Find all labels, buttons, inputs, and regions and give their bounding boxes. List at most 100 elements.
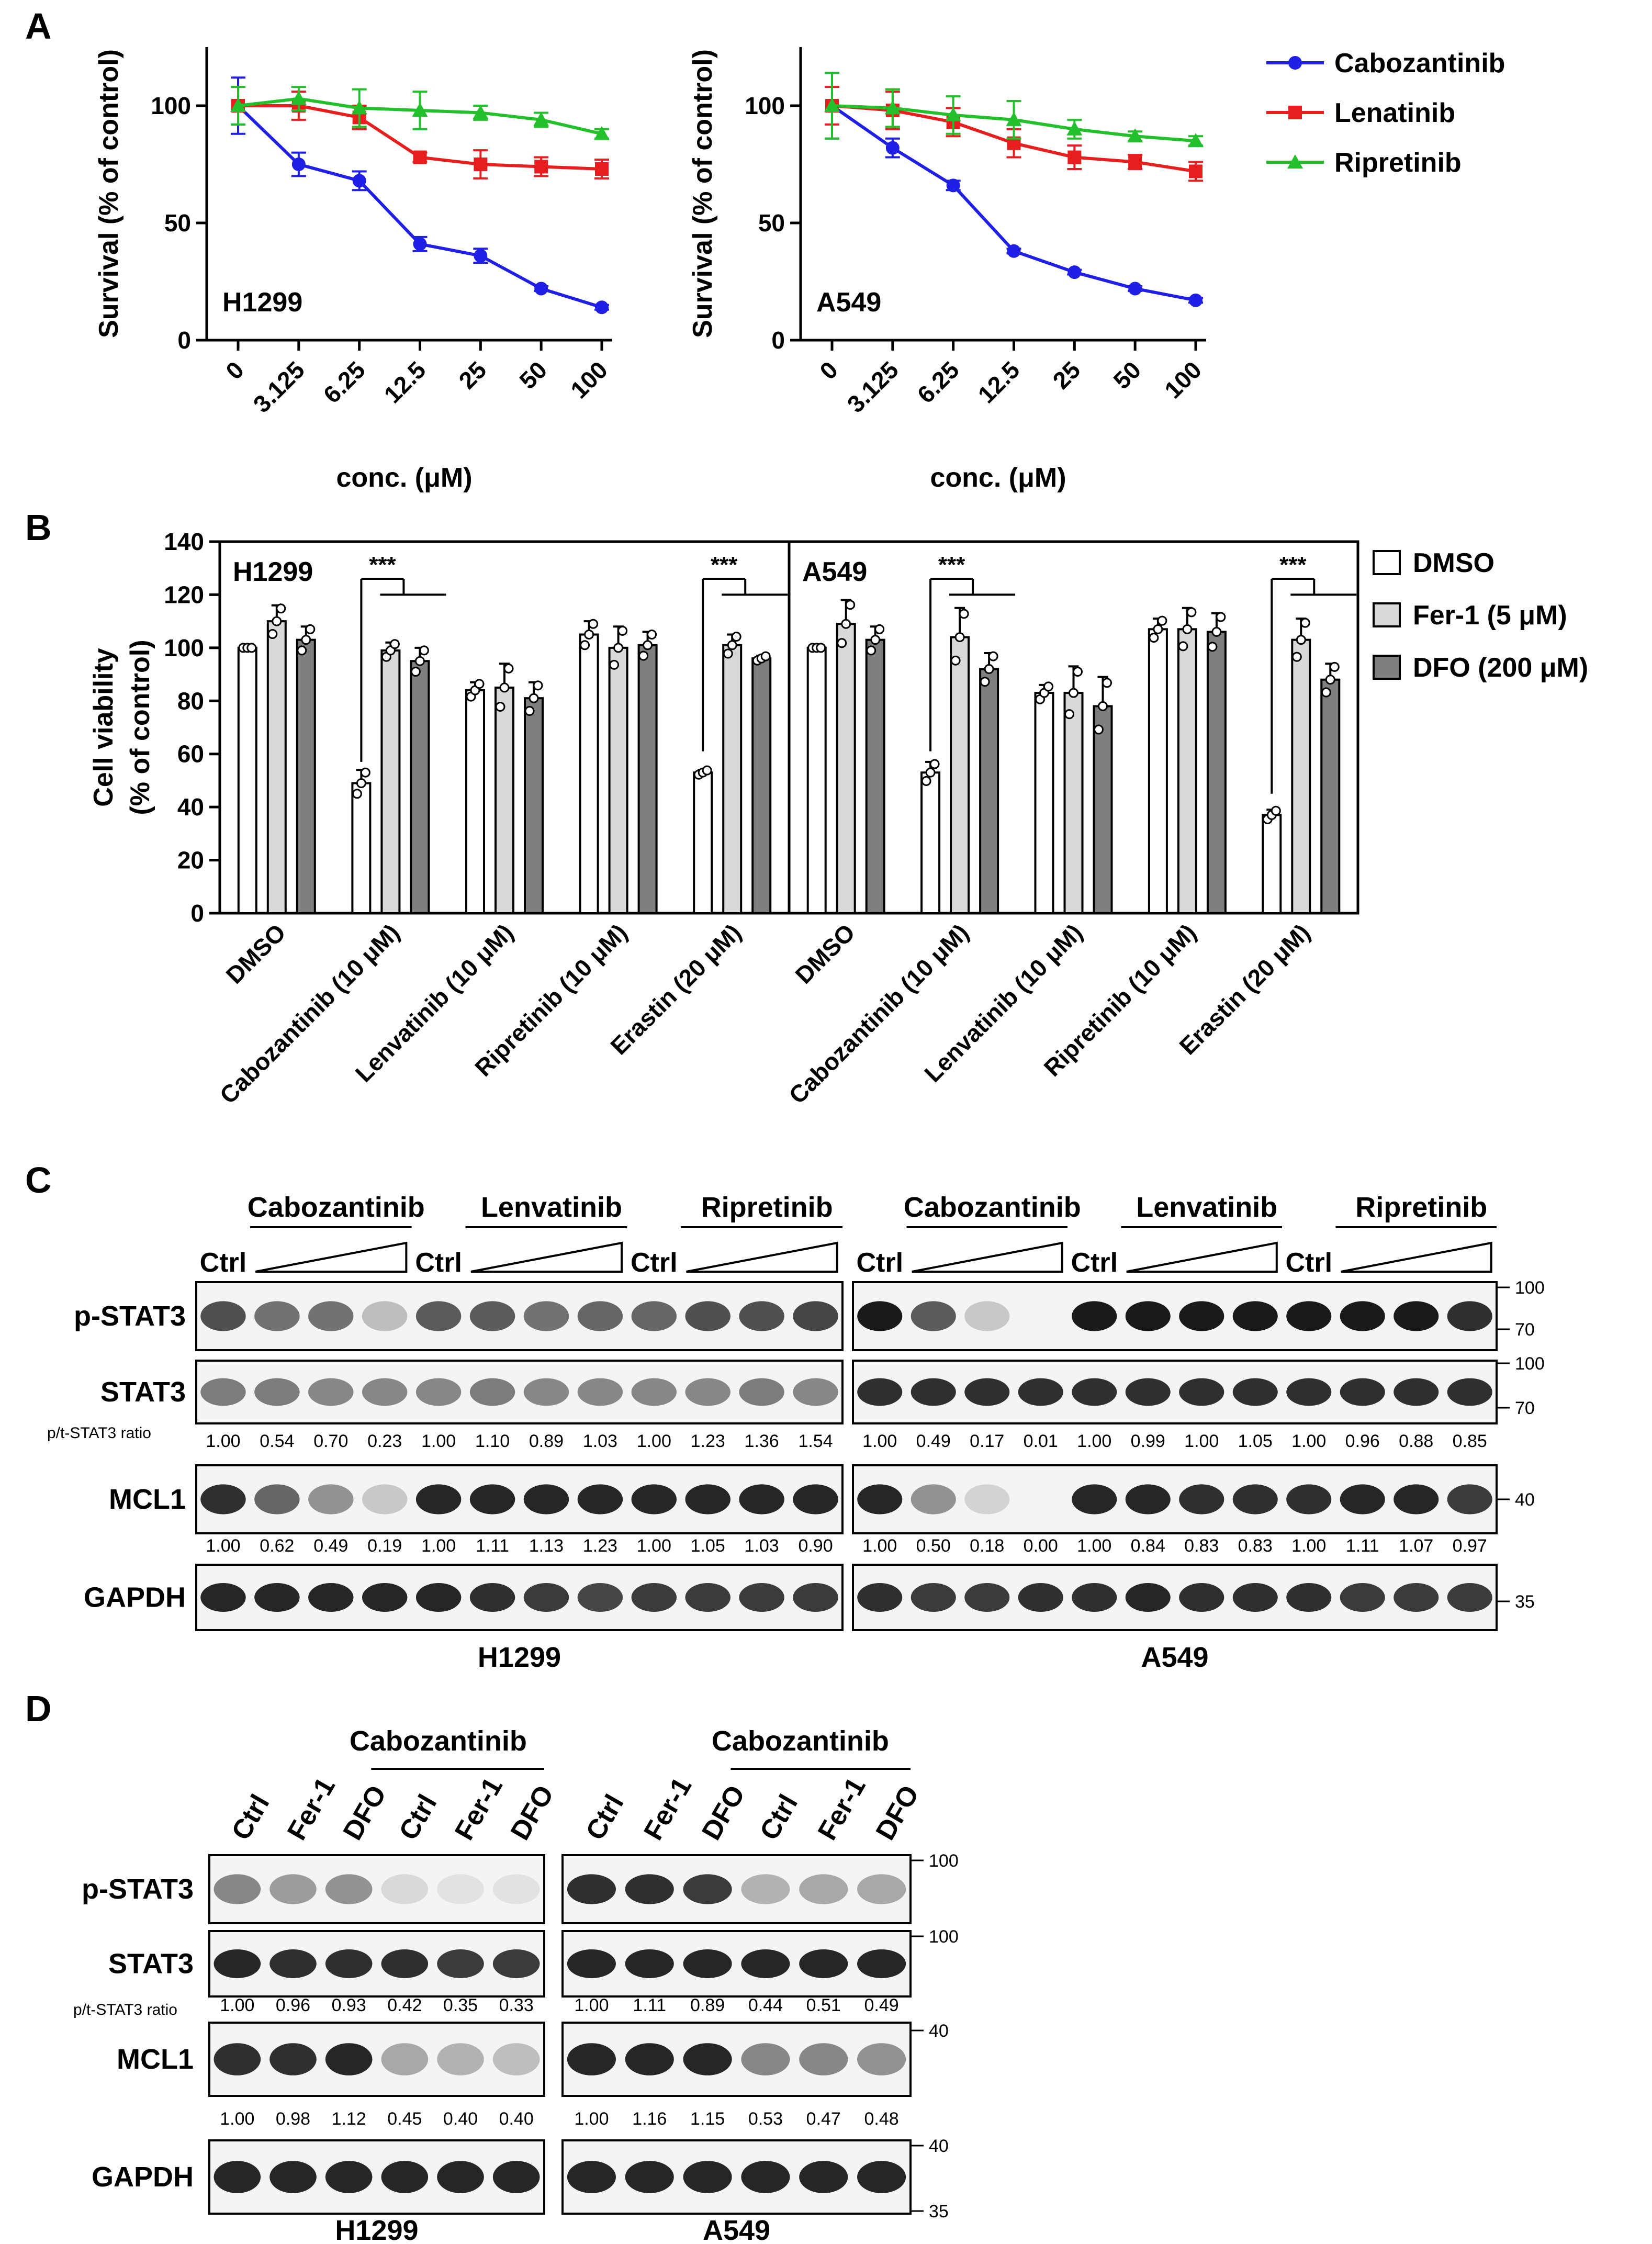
dose-wedge: [912, 1241, 1063, 1273]
replicate-dot: [980, 677, 990, 687]
replicate-dot: [816, 643, 826, 653]
band: [381, 2043, 429, 2075]
band: [254, 1301, 300, 1331]
bar: [1177, 628, 1197, 915]
replicate-dot: [389, 639, 400, 649]
row-label: GAPDH: [84, 1582, 186, 1613]
replicate-dot: [845, 600, 856, 610]
ratio-value: 0.33: [499, 1995, 534, 2015]
replicate-dot: [613, 643, 624, 653]
blot-a549: CabozantinibCtrlLenvatinibCtrlRipretinib…: [852, 1192, 1498, 1673]
band: [469, 1301, 515, 1331]
band: [631, 1301, 677, 1331]
blot-mcl1: [852, 1464, 1498, 1534]
x-axis-title: conc. (μM): [930, 463, 1066, 493]
band: [362, 1301, 408, 1331]
band: [793, 1484, 838, 1514]
y-tick-label: 0: [177, 327, 191, 354]
ratio-value: 0.96: [1345, 1431, 1380, 1451]
blot-frame: [561, 2022, 912, 2097]
legend-label: DMSO: [1413, 548, 1494, 578]
replicate-dot: [474, 679, 485, 689]
mw-label: 35: [929, 2202, 949, 2221]
legend-label: Cabozantinib: [1334, 48, 1505, 78]
blot-stat3: [208, 1930, 545, 1998]
mcl1-value: 0.18: [970, 1536, 1004, 1556]
band: [577, 1583, 623, 1612]
x-tick-label: 3.125: [842, 356, 904, 418]
significance-bracket: ***: [929, 552, 1016, 751]
data-point: [1127, 128, 1143, 143]
panel-label-a: A: [25, 6, 52, 47]
band: [200, 1378, 246, 1406]
mw-markers: 100 100 40 40 35: [911, 1851, 959, 2221]
band: [437, 1874, 484, 1904]
y-tick-label: 100: [745, 92, 785, 119]
band: [1286, 1378, 1332, 1406]
ratio-value: 1.05: [1238, 1431, 1273, 1451]
blot-frame: [208, 2022, 545, 2097]
replicate-dot: [841, 619, 851, 629]
bar: [237, 646, 257, 915]
ratio-value: 0.01: [1024, 1431, 1058, 1451]
data-point: [1189, 293, 1203, 307]
band: [269, 1874, 317, 1904]
mcl1-value: 1.23: [583, 1536, 617, 1556]
bar: [1262, 814, 1282, 915]
band: [1179, 1301, 1224, 1331]
band: [964, 1583, 1010, 1612]
band: [492, 1874, 540, 1904]
mcl1-value: 0.45: [387, 2109, 422, 2129]
band: [739, 1484, 784, 1514]
y-tick-label: 0: [190, 900, 204, 927]
legend-swatch: [1373, 602, 1401, 627]
ratio-value: 0.88: [1399, 1431, 1433, 1451]
significance-label: ***: [1279, 552, 1307, 578]
blot-frame: [852, 1464, 1498, 1534]
bar: [495, 686, 514, 915]
mcl1-value: 1.00: [574, 2109, 609, 2129]
band: [213, 2043, 261, 2075]
bar: [608, 646, 628, 915]
band: [1393, 1378, 1439, 1406]
ratio-value: 0.35: [443, 1995, 478, 2015]
band: [964, 1301, 1010, 1331]
band: [739, 1583, 784, 1612]
ratio-value: 0.70: [313, 1431, 348, 1451]
y-tick-label: 20: [177, 847, 204, 874]
series-line: [237, 104, 602, 309]
bar: [751, 657, 772, 914]
blot-stat3: [195, 1360, 844, 1424]
drug-header: Cabozantinib: [904, 1192, 1081, 1223]
ratio-value: 0.96: [276, 1995, 310, 2015]
ratio-value: 0.49: [864, 1995, 898, 2015]
band: [683, 2161, 732, 2193]
legend-label: DFO (200 μM): [1413, 653, 1588, 683]
lane-label: Fer-1: [812, 1772, 872, 1845]
dose-wedge: [1126, 1241, 1278, 1273]
dose-wedge: [686, 1241, 838, 1273]
mw-label: 35: [1515, 1592, 1535, 1612]
ratio-value: 1.54: [798, 1431, 833, 1451]
bar: [865, 638, 885, 914]
replicate-dot: [921, 776, 931, 786]
bar: [979, 668, 999, 915]
mcl1-value: 1.00: [421, 1536, 456, 1556]
band: [325, 1949, 373, 1978]
band: [683, 1949, 732, 1978]
band: [1286, 1484, 1332, 1514]
replicate-dot: [1271, 805, 1281, 816]
band: [381, 2161, 429, 2193]
replicate-dot: [760, 651, 771, 661]
band: [911, 1583, 956, 1612]
data-point: [945, 107, 961, 121]
mw-label: 70: [1515, 1398, 1535, 1418]
band: [437, 2161, 484, 2193]
ratio-value: 1.36: [745, 1431, 779, 1451]
mcl1-value: 1.00: [637, 1536, 671, 1556]
ratio-value: 0.85: [1453, 1431, 1487, 1451]
band: [200, 1583, 246, 1612]
legend-marker: [1287, 154, 1303, 169]
ctrl-label: Ctrl: [856, 1248, 903, 1278]
